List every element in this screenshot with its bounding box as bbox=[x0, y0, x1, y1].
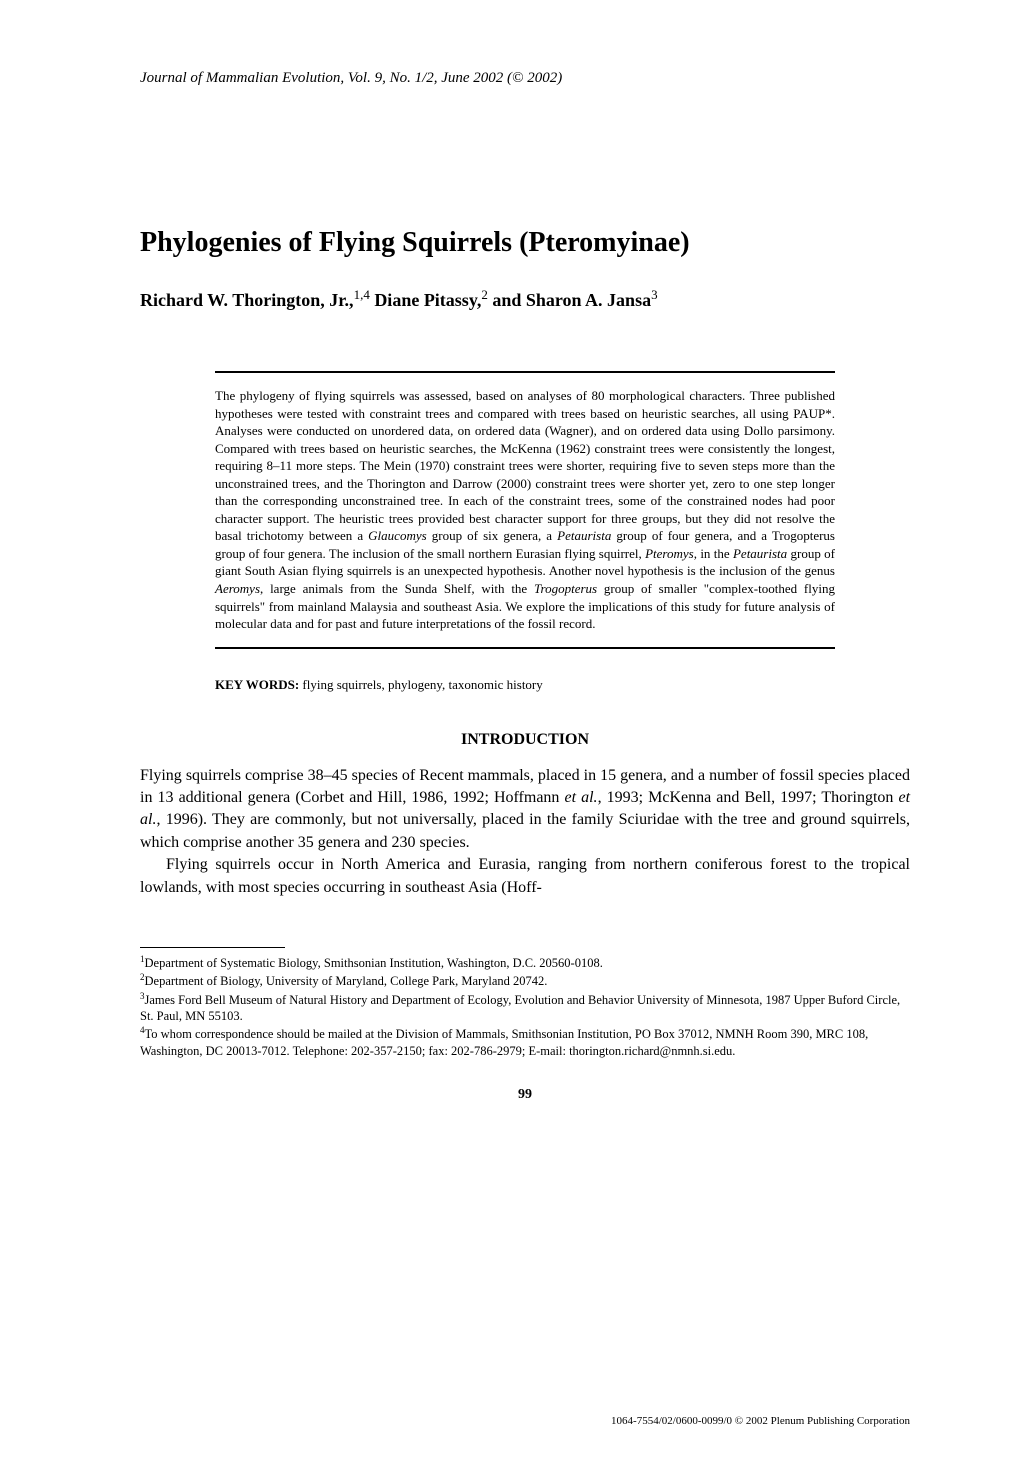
keywords-line: KEY WORDS: flying squirrels, phylogeny, … bbox=[215, 677, 835, 693]
footnotes-block: 1Department of Systematic Biology, Smith… bbox=[140, 954, 910, 1059]
footnote-2: 2Department of Biology, University of Ma… bbox=[140, 972, 910, 989]
intro-paragraph-2: Flying squirrels occur in North America … bbox=[140, 854, 910, 899]
author-line: Richard W. Thorington, Jr.,1,4 Diane Pit… bbox=[140, 287, 910, 311]
footnote-rule bbox=[140, 947, 285, 948]
intro-paragraph-1: Flying squirrels comprise 38–45 species … bbox=[140, 765, 910, 855]
page-number: 99 bbox=[140, 1087, 910, 1103]
footnote-4: 4To whom correspondence should be mailed… bbox=[140, 1025, 910, 1059]
introduction-body: Flying squirrels comprise 38–45 species … bbox=[140, 765, 910, 899]
copyright-line: 1064-7554/02/0600-0099/0 © 2002 Plenum P… bbox=[611, 1415, 910, 1427]
footnote-3: 3James Ford Bell Museum of Natural Histo… bbox=[140, 991, 910, 1025]
abstract-block: The phylogeny of flying squirrels was as… bbox=[215, 371, 835, 649]
keywords-label: KEY WORDS: bbox=[215, 677, 299, 692]
paper-page: Journal of Mammalian Evolution, Vol. 9, … bbox=[0, 0, 1020, 1457]
running-head: Journal of Mammalian Evolution, Vol. 9, … bbox=[140, 70, 910, 87]
section-heading-introduction: INTRODUCTION bbox=[140, 731, 910, 749]
article-title: Phylogenies of Flying Squirrels (Pteromy… bbox=[140, 227, 910, 259]
keywords-text: flying squirrels, phylogeny, taxonomic h… bbox=[302, 677, 542, 692]
footnote-1: 1Department of Systematic Biology, Smith… bbox=[140, 954, 910, 971]
abstract-text: The phylogeny of flying squirrels was as… bbox=[215, 387, 835, 633]
